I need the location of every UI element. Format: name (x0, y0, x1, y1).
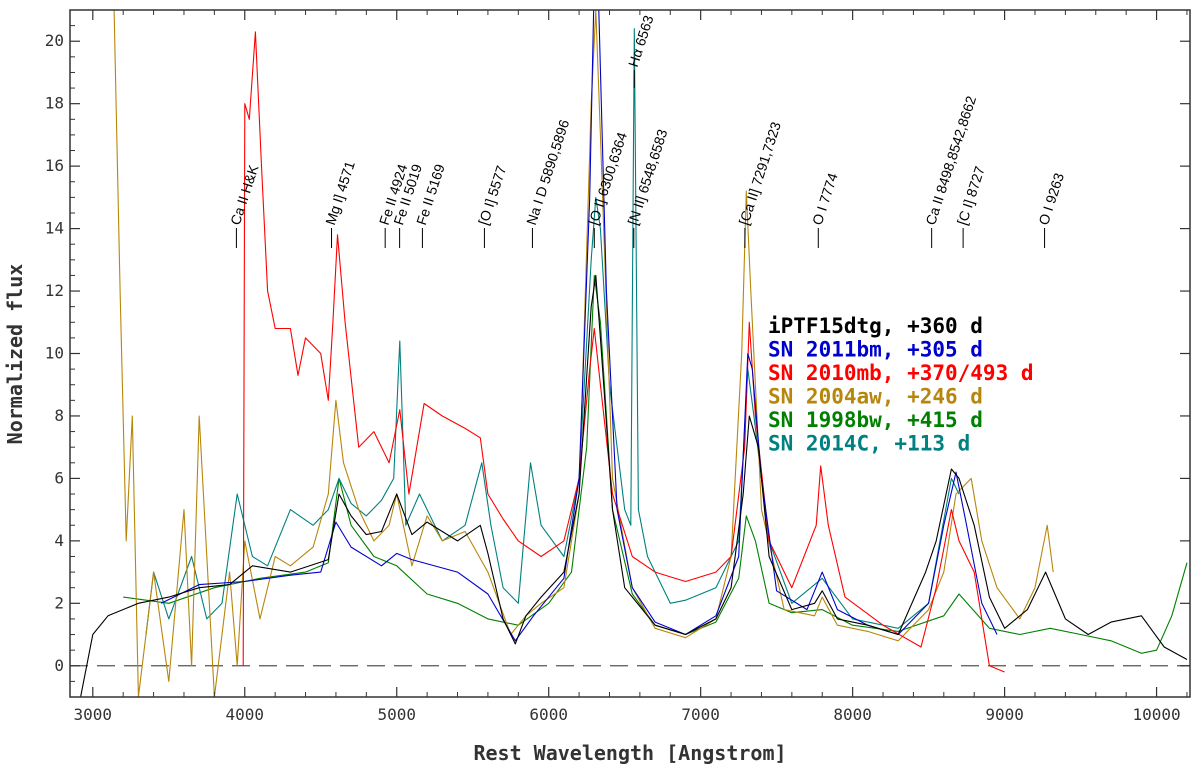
y-tick-label: 8 (54, 406, 64, 425)
x-tick-label: 4000 (225, 705, 264, 724)
y-tick-label: 16 (45, 156, 64, 175)
x-tick-label: 3000 (74, 705, 113, 724)
legend-entry: iPTF15dtg, +360 d (768, 314, 983, 338)
y-tick-label: 2 (54, 593, 64, 612)
legend-entry: SN 2004aw, +246 d (768, 385, 983, 409)
y-tick-label: 10 (45, 344, 64, 363)
y-tick-label: 4 (54, 531, 64, 550)
legend: iPTF15dtg, +360 dSN 2011bm, +305 dSN 201… (768, 314, 1034, 456)
x-axis-title: Rest Wavelength [Angstrom] (473, 741, 786, 765)
y-tick-label: 12 (45, 281, 64, 300)
y-tick-label: 18 (45, 94, 64, 113)
series-line (145, 28, 960, 635)
y-tick-label: 0 (54, 656, 64, 675)
series-line (113, 10, 1054, 697)
series-line (242, 31, 1005, 673)
x-tick-label: 9000 (985, 705, 1024, 724)
x-tick-label: 10000 (1132, 705, 1180, 724)
y-tick-label: 14 (45, 219, 64, 238)
y-axis-title: Normalized flux (3, 264, 27, 445)
legend-entry: SN 2014C, +113 d (768, 432, 970, 456)
y-tick-label: 6 (54, 468, 64, 487)
series-line (80, 274, 1188, 697)
legend-entry: SN 2011bm, +305 d (768, 338, 983, 362)
x-tick-label: 5000 (377, 705, 416, 724)
x-tick-label: 7000 (681, 705, 720, 724)
x-tick-label: 8000 (833, 705, 872, 724)
legend-entry: SN 1998bw, +415 d (768, 408, 983, 432)
y-tick-label: 20 (45, 31, 64, 50)
legend-entry: SN 2010mb, +370/493 d (768, 361, 1034, 385)
x-tick-label: 6000 (529, 705, 568, 724)
